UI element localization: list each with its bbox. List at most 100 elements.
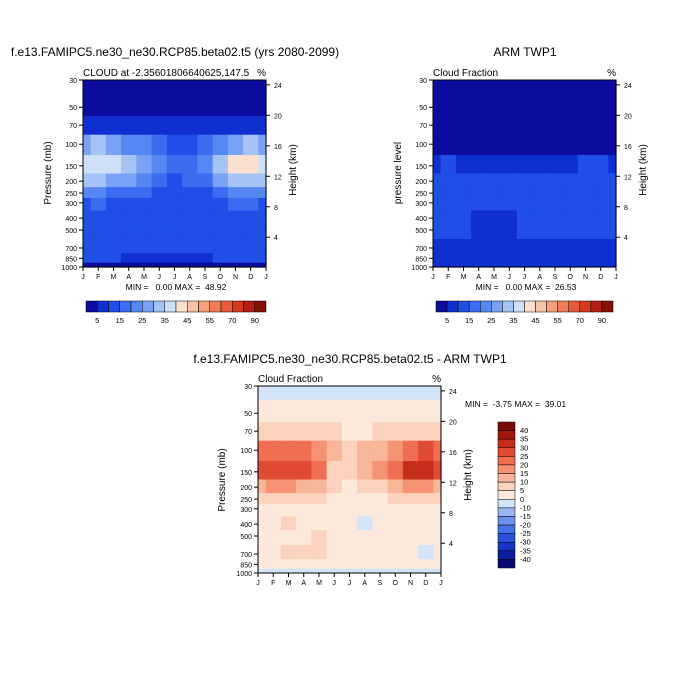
x-tick-label: D [598,274,603,281]
heatmap-cell [227,93,244,117]
colorbar-swatch [435,300,448,313]
heatmap-cell [212,134,229,156]
y-tick-label: 50 [69,105,77,112]
heatmap-cell [105,210,122,225]
heatmap-cell [83,134,92,156]
heatmap-cells [258,386,442,574]
heatmap-cell [296,461,312,481]
heatmap-cell [83,187,92,199]
y-right-tick-label: 8 [274,205,278,212]
heatmap-cell [562,116,579,136]
colorbar-swatch [153,300,165,313]
heatmap-cell [516,93,533,117]
heatmap-cell [471,93,487,117]
x-tick-label: M [111,274,117,281]
heatmap-cell [182,197,198,212]
heatmap-cell [577,116,594,136]
heatmap-cell [433,253,442,264]
heatmap-cell [151,93,168,117]
heatmap-cell [433,187,442,199]
heatmap-cell [608,155,617,175]
stats-label: MIN = -3.75 MAX = 39.01 [465,399,566,409]
heatmap-cell [387,545,404,560]
heatmap-cell [280,479,297,494]
heatmap-cell [402,461,419,481]
colorbar-swatch [568,300,581,313]
heatmap-cell [182,134,198,156]
x-tick-label: J [264,274,268,281]
heatmap-cell [90,173,107,188]
heatmap-cell [402,422,419,442]
heatmap-cell [265,493,282,505]
heatmap-cell [402,545,419,560]
heatmap-cell [608,93,617,117]
heatmap-cell [212,116,229,136]
heatmap-cell [296,493,312,505]
heatmap-cell [280,559,297,570]
heatmap-cell [182,187,198,199]
heatmap-cell [532,197,548,212]
heatmap-cell [151,239,168,254]
heatmap-cell [547,93,564,117]
stats-label: MIN = 0.00 MAX = 26.53 [476,282,577,292]
heatmap-cell [402,440,419,462]
colorbar-swatch [108,300,120,313]
y-right-tick-label: 16 [274,144,282,151]
heatmap-cell [433,155,442,175]
heatmap-cell [562,80,579,95]
heatmap-cell [296,516,312,531]
heatmap-cell [455,80,472,95]
heatmap-cell [83,93,92,117]
colorbar-swatch [497,533,516,543]
heatmap-cell [90,134,107,156]
heatmap-cell [105,239,122,254]
x-tick-label: A [362,580,367,587]
x-tick-label: O [218,274,224,281]
colorbar-swatch [502,300,514,313]
heatmap-cell [486,224,503,240]
heatmap-cell [455,253,472,264]
heatmap-cell [105,253,122,264]
heatmap-cell [280,503,297,518]
heatmap-cell [577,262,594,268]
heatmap-cell [418,568,434,574]
heatmap-cell [532,224,548,240]
heatmap-cell [486,116,503,136]
heatmap-cell [455,116,472,136]
heatmap-cell [258,530,267,546]
heatmap-cell [258,116,267,136]
heatmap-cell [311,422,328,442]
heatmap-cell [197,134,214,156]
heatmap-cell [258,386,267,401]
heatmap-cell [243,239,259,254]
heatmap-cell [357,516,373,531]
heatmap-cell [212,155,229,175]
x-tick-label: S [378,580,383,587]
heatmap-cell [182,253,198,264]
heatmap-cell [501,187,518,199]
heatmap-cell [90,197,107,212]
heatmap-cell [243,224,259,240]
model-cloud-panel: f.e13.FAMIPC5.ne30_ne30.RCP85.beta02.t5 … [11,45,339,325]
heatmap-cell [593,239,609,254]
heatmap-cell [105,93,122,117]
y-tick-label: 700 [415,246,427,253]
x-tick-label: F [96,274,100,281]
heatmap-cell [280,386,297,401]
colorbar-swatch [457,300,470,313]
heatmap-cell [166,239,183,254]
heatmap-cells [83,80,267,268]
colorbar-label: 5 [520,486,524,495]
heatmap-cell [418,503,434,518]
x-tick-label: J [158,274,162,281]
axes: 30 50 70 100 150 200 250 300 400 500 700 850 1000 24 2… [61,78,281,281]
heatmap-cell [471,187,487,199]
heatmap-cell [418,545,434,560]
heatmap-cell [593,253,609,264]
heatmap-cell [227,262,244,268]
x-tick-label: D [248,274,253,281]
heatmap-cell [136,116,153,136]
x-tick-label: J [333,580,337,587]
heatmap-cell [212,253,229,264]
heatmap-cell [151,80,168,95]
